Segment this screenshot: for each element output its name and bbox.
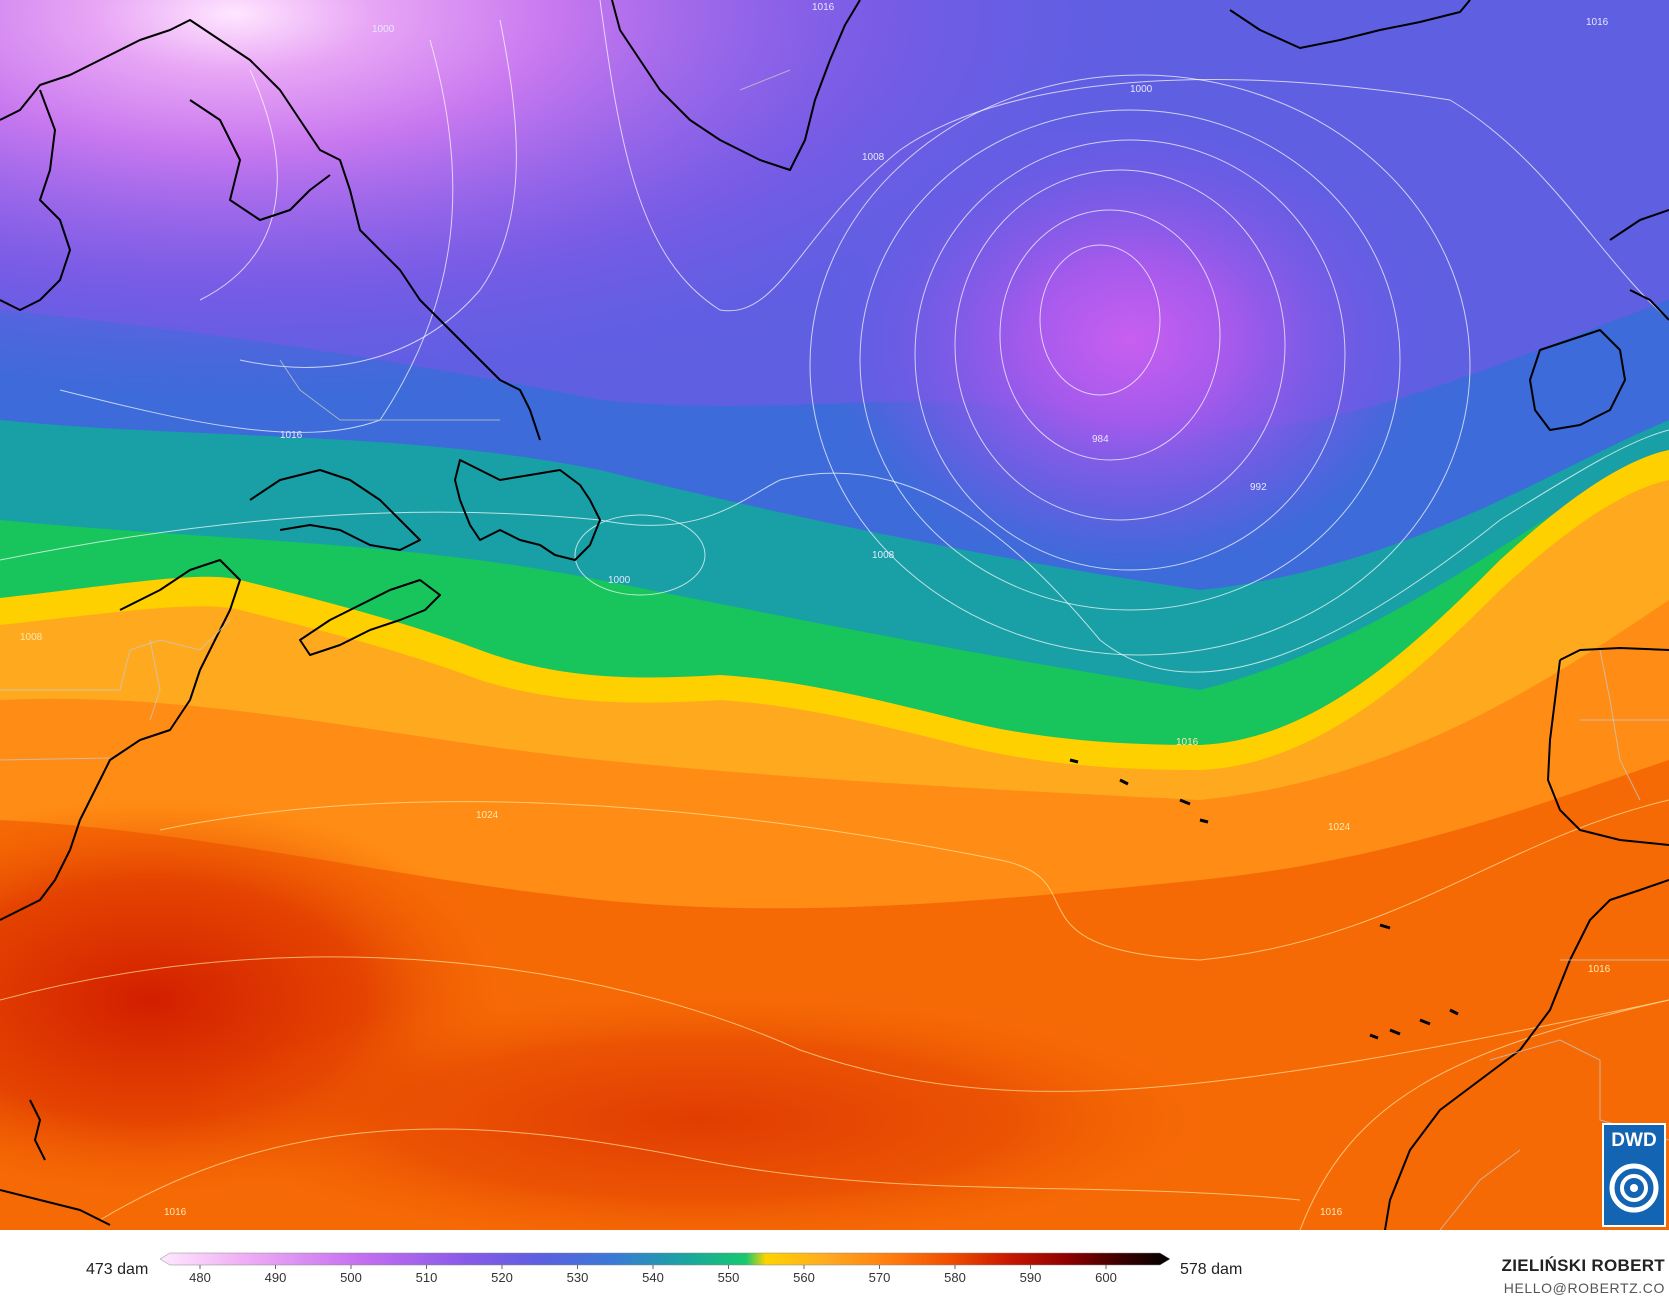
hudson-coast	[0, 89, 71, 311]
us-east-coast	[0, 559, 241, 921]
cuba-coast	[0, 1189, 111, 1226]
colorbar-tick-label: 600	[1095, 1270, 1117, 1285]
isobar-label: 1016	[812, 2, 835, 13]
colorbar-max-label: 578 dam	[1180, 1261, 1243, 1278]
colorbar-tick-label: 530	[567, 1270, 589, 1285]
colorbar: 480 490 500 510 520 530 540 550 560 570 580 590 600	[159, 1252, 1171, 1285]
ireland-coast	[1529, 329, 1626, 431]
gulf-st-lawrence-coast	[249, 469, 421, 551]
isobar-label: 984	[1092, 434, 1109, 445]
isobar-label: 1024	[476, 810, 499, 821]
iberia-coast	[1547, 647, 1669, 846]
low-pressure-core	[830, 110, 1430, 570]
colorbar-tick-label: 560	[793, 1270, 815, 1285]
colorbar-gradient	[159, 1252, 1171, 1266]
isobar-label: 1016	[280, 430, 303, 441]
author-name: ZIELIŃSKI ROBERT	[1501, 1256, 1665, 1275]
azores-islands	[1069, 758, 1209, 824]
colorbar-tick-label: 590	[1020, 1270, 1042, 1285]
isobar-label: 1008	[872, 550, 895, 561]
colorbar-tick-label: 570	[869, 1270, 891, 1285]
colorbar-tick-label: 500	[340, 1270, 362, 1285]
nova-scotia-coast	[299, 579, 441, 656]
isobar-label: 1016	[164, 1207, 187, 1218]
bahamas-coast	[29, 1099, 46, 1161]
isobar-label: 1008	[20, 632, 43, 643]
isobar-label: 1000	[372, 24, 395, 35]
scotland-coast	[1629, 289, 1669, 321]
geopotential-map: 1000 1016 1000 1008 1016 1016 1000 1008 …	[0, 0, 1669, 1230]
political-borders	[0, 69, 1669, 1230]
greenland-coast	[611, 0, 861, 171]
newfoundland-coast	[454, 459, 601, 561]
canary-islands	[1369, 1008, 1459, 1040]
dwd-logo-text: DWD	[1611, 1130, 1657, 1151]
isobar-label: 1024	[1328, 822, 1351, 833]
swirl-icon	[1609, 1163, 1659, 1213]
isobar-label: 992	[1250, 482, 1267, 493]
colorbar-legend: 473 dam 480 490 500 510 520 530 540 550 560 570 58…	[0, 1230, 1669, 1296]
colorbar-tick-label: 490	[265, 1270, 287, 1285]
isobar-label: 1008	[862, 152, 885, 163]
isobar-label: 1016	[1588, 964, 1611, 975]
colorbar-tick-label: 540	[642, 1270, 664, 1285]
isobar-label: 1000	[608, 575, 631, 586]
colorbar-tick-label: 510	[416, 1270, 438, 1285]
britain-coast	[1609, 209, 1669, 241]
colorbar-tick-label: 580	[944, 1270, 966, 1285]
coastlines	[0, 0, 1669, 1230]
colorbar-tick-label: 520	[491, 1270, 513, 1285]
ungava-coast	[189, 99, 331, 221]
colorbar-tick-label: 550	[718, 1270, 740, 1285]
isobar-label: 1016	[1586, 17, 1609, 28]
isobar-label: 1000	[1130, 84, 1153, 95]
colorbar-tick-label: 480	[189, 1270, 211, 1285]
labrador-coast	[0, 19, 541, 441]
iceland-coast	[1229, 0, 1471, 49]
isobar-label: 1016	[1176, 737, 1199, 748]
warm-core-south	[180, 990, 1220, 1230]
author-email: HELLO@ROBERTZ.CO	[1503, 1280, 1665, 1296]
colorbar-min-label: 473 dam	[86, 1261, 149, 1278]
africa-coast	[1384, 879, 1669, 1230]
dwd-logo: DWD	[1602, 1123, 1666, 1227]
madeira-island	[1379, 923, 1391, 930]
isobar-label: 1016	[1320, 1207, 1343, 1218]
